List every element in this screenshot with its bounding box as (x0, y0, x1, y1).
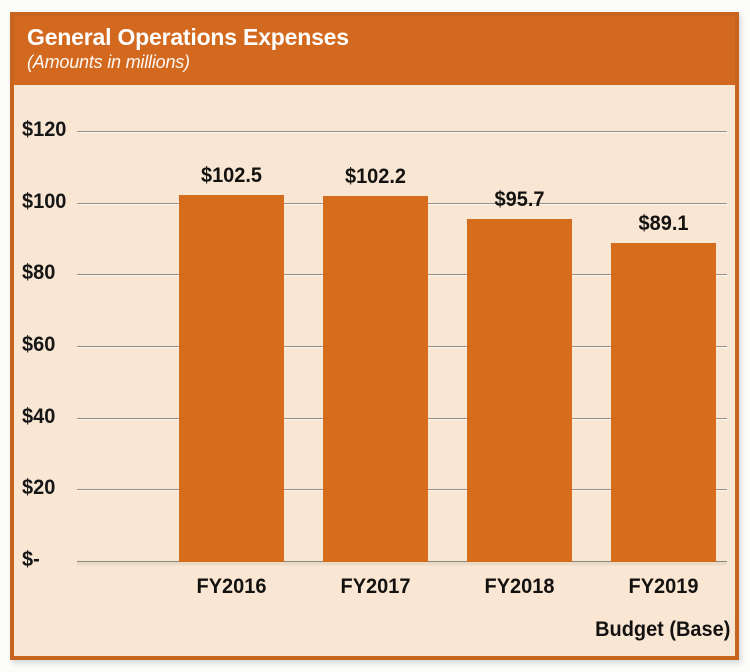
y-tick-label: $20 (22, 476, 56, 500)
bar (611, 242, 716, 562)
gridline (77, 131, 727, 132)
y-tick-label: $- (22, 548, 40, 571)
x-tick-label: FY2016 (196, 575, 267, 598)
y-tick-label: $40 (22, 404, 56, 428)
bar-value-label: $102.2 (344, 164, 407, 188)
y-tick-label: $60 (22, 333, 56, 356)
bar (179, 194, 284, 562)
bar (467, 219, 572, 562)
y-tick-label: $120 (22, 118, 67, 141)
x-tick-label: FY2019 (628, 575, 699, 598)
bar-value-label: $95.7 (494, 188, 545, 212)
bar (323, 195, 428, 562)
chart-subtitle: (Amounts in millions) (27, 51, 190, 72)
x-tick-label: FY2018 (484, 575, 555, 598)
x-tick-label: FY2017 (340, 575, 411, 598)
chart-area: $102.5 FY2016 $102.2 FY2017 $95.7 FY2018 $89.1… (14, 85, 735, 656)
chart-header: General Operations Expenses (Amounts in … (14, 16, 735, 85)
plot-area: $102.5 FY2016 $102.2 FY2017 $95.7 FY2018 $89.1… (77, 131, 727, 598)
bar-value-label: $102.5 (200, 163, 263, 187)
chart-title: General Operations Expenses (27, 24, 349, 50)
y-tick-label: $100 (22, 189, 67, 213)
y-tick-label: $80 (22, 261, 56, 285)
x-axis-note: Budget (Base) (594, 618, 730, 641)
report-chart-card: General Operations Expenses (Amounts in … (10, 12, 739, 660)
bar-value-label: $89.1 (638, 211, 689, 235)
